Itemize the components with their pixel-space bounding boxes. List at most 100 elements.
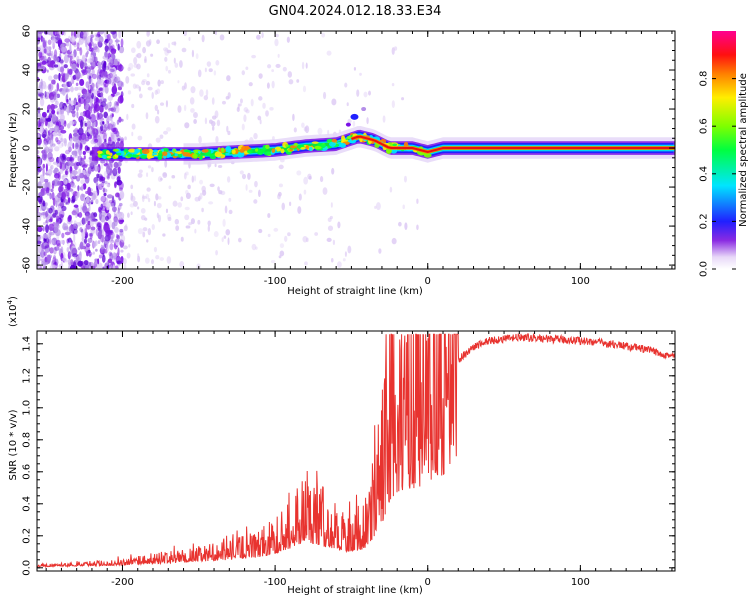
spectrogram-noise-blob [326, 237, 332, 243]
spectrogram-noise-blob [184, 206, 190, 211]
spectrogram-noise-blob [132, 83, 137, 90]
spectrogram-noise-blob [69, 120, 74, 126]
spectrogram-noise-blob [49, 127, 52, 133]
spectrogram-noise-blob [110, 200, 116, 207]
spectrogram-noise-blob [245, 109, 250, 114]
spectrogram-noise-blob [292, 113, 295, 122]
spectrogram-noise-blob [80, 179, 86, 185]
spectrogram-noise-blob [226, 176, 231, 183]
spectrogram-noise-blob [78, 168, 82, 176]
spectrogram-noise-blob [74, 150, 78, 157]
spectrogram-noise-blob [177, 202, 182, 208]
spectrogram-noise-blob [258, 96, 263, 101]
spectrogram-noise-blob [241, 70, 245, 76]
snr-y-tick-label: 0.4 [22, 496, 33, 512]
spectrogram-noise-blob [71, 241, 77, 249]
spectrogram-noise-blob [65, 41, 70, 47]
snr-y-tick-label: 0.2 [22, 528, 33, 544]
spectrogram-noise-blob [99, 214, 106, 223]
spectrogram-noise-blob [107, 62, 113, 71]
spectrogram-noise-blob [83, 226, 87, 234]
spectrogram-noise-blob [106, 194, 113, 199]
spectrogram-noise-blob [116, 260, 122, 265]
spectrogram-noise-blob [118, 116, 122, 123]
spectrogram-noise-blob [47, 83, 54, 92]
spectrogram-noise-blob [269, 106, 274, 111]
spectrogram-noise-blob [127, 212, 130, 218]
spectrogram-noise-blob [82, 205, 88, 214]
spectrogram-noise-blob [190, 108, 195, 113]
spectrogram-noise-blob [98, 212, 102, 221]
spectrogram-noise-blob [49, 138, 54, 147]
spectrogram-noise-blob [208, 201, 214, 205]
spectrogram-noise-blob [279, 243, 285, 249]
spectrogram-noise-blob [160, 102, 165, 106]
spectrogram-noise-blob [86, 50, 89, 55]
spectrogram-noise-blob [142, 227, 148, 232]
spectrogram-ridge-blob [134, 148, 141, 154]
snr-y-tick-label: 1.2 [22, 368, 33, 384]
spectrogram-noise-blob [238, 237, 242, 243]
spectrogram-noise-blob [101, 254, 106, 263]
spectrogram-noise-blob [109, 201, 114, 208]
spectrogram-noise-blob [146, 172, 149, 178]
spectrogram-noise-blob [211, 125, 215, 131]
spectrogram-noise-blob [64, 38, 71, 43]
spectrogram-noise-blob [61, 47, 67, 53]
spectrogram-noise-blob [54, 209, 58, 215]
spectrogram-noise-blob [86, 68, 91, 77]
spectrogram-noise-blob [366, 117, 369, 125]
spectrogram-noise-blob [51, 183, 55, 190]
spectrogram-noise-blob [48, 148, 53, 153]
spectrogram-noise-blob [61, 175, 65, 180]
spectrogram-noise-blob [93, 106, 96, 114]
spectrogram-noise-blob [211, 97, 215, 105]
snr-x-tick-label: -200 [111, 577, 134, 588]
spectrogram-noise-blob [96, 111, 100, 121]
spectrogram-noise-blob [75, 82, 79, 87]
spectrogram-noise-blob [90, 226, 96, 235]
spectrogram-noise-blob [75, 139, 81, 146]
spectrogram-noise-blob [60, 214, 65, 218]
spectrogram-noise-blob [151, 167, 154, 173]
spectrogram-noise-blob [135, 54, 139, 58]
spectrogram-noise-blob [38, 191, 44, 197]
spectrogram-noise-blob [81, 135, 87, 145]
spectrogram-noise-blob [217, 186, 220, 192]
spectrogram-noise-blob [124, 136, 127, 141]
spectrogram-noise-blob [119, 190, 125, 200]
spectrogram-noise-blob [119, 94, 124, 103]
spectrogram-noise-blob [127, 90, 132, 95]
spectrogram-noise-blob [72, 52, 75, 62]
spectrogram-noise-blob [104, 103, 108, 110]
spectrogram-noise-blob [71, 63, 77, 72]
snr-x-tick-label: -100 [264, 577, 287, 588]
spectrogram-noise-blob [157, 79, 161, 87]
spectrogram-noise-blob [56, 132, 62, 136]
spectrogram-noise-blob [97, 240, 101, 245]
spectrogram-noise-blob [89, 163, 94, 169]
spectrogram-ridge-blob [157, 154, 163, 160]
spectrogram-noise-blob [305, 62, 308, 69]
spectrogram-ridge-blob [329, 141, 336, 147]
spectrogram-noise-blob [221, 100, 226, 105]
spectrogram-noise-blob [37, 226, 43, 233]
spectrogram-noise-blob [39, 167, 43, 171]
spectrogram-noise-blob [77, 260, 83, 267]
spectrogram-noise-blob [279, 250, 285, 257]
spectrogram-noise-blob [147, 165, 152, 169]
spectrogram-noise-blob [207, 164, 210, 169]
spectrogram-noise-blob [287, 71, 293, 78]
spectrogram-noise-blob [109, 229, 114, 236]
spectrogram-noise-blob [130, 195, 136, 202]
spectrogram-noise-blob [72, 142, 75, 150]
spectrogram-noise-blob [389, 186, 393, 193]
spectrogram-noise-blob [117, 138, 121, 142]
spectrogram-noise-blob [103, 132, 108, 137]
spectrogram-noise-blob [256, 34, 261, 40]
spectrogram-noise-blob [101, 60, 107, 67]
spectrogram-noise-blob [59, 52, 62, 61]
spectrogram-noise-blob [77, 155, 83, 163]
spectrogram-ridge-blob [239, 148, 245, 153]
